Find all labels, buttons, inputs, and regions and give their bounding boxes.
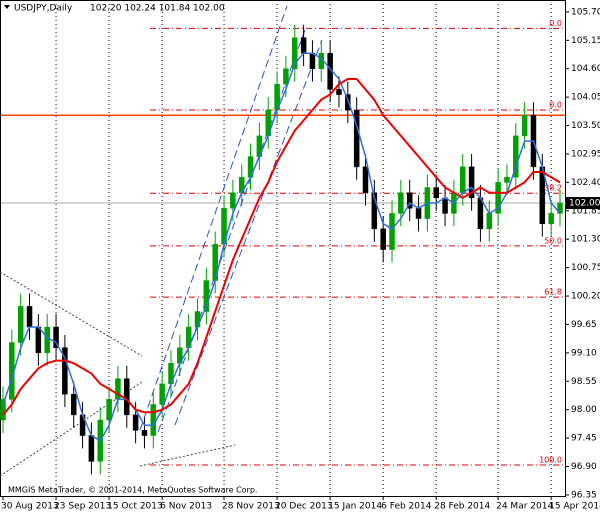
y-tick-label: 102.95 xyxy=(571,149,600,159)
fibo-label: 100.0 xyxy=(539,455,562,464)
candle-body xyxy=(362,166,369,193)
footer: MMGIS MetaTrader, © 2001-2014, MetaQuote… xyxy=(8,486,257,495)
candle-body xyxy=(371,192,378,230)
candle-body xyxy=(124,378,130,416)
candle-body xyxy=(88,435,95,462)
candle-body xyxy=(300,37,307,54)
candle-body xyxy=(283,68,289,85)
y-tick-label: 98.00 xyxy=(571,405,597,415)
candle-body xyxy=(159,383,165,405)
candle-body xyxy=(468,166,475,199)
candle-body xyxy=(504,176,510,183)
x-tick-label: 15 Oct 2013 xyxy=(107,502,163,512)
moving-average xyxy=(2,52,561,442)
candle-body xyxy=(106,399,112,421)
x-tick-label: 28 Feb 2014 xyxy=(434,502,490,512)
y-tick-label: 105.15 xyxy=(571,36,600,46)
x-tick-label: 15 Jan 2014 xyxy=(328,502,382,512)
candle-body xyxy=(495,182,501,214)
candle-body xyxy=(44,326,50,354)
y-tick-label: 100.75 xyxy=(571,263,600,273)
y-tick-label: 98.55 xyxy=(571,377,597,387)
candle-body xyxy=(336,89,342,95)
y-tick-label: 104.60 xyxy=(571,64,600,74)
fibo-label: 61.8 xyxy=(544,288,562,297)
candle-body xyxy=(415,207,422,219)
candle-body xyxy=(26,306,33,328)
fibo-label: 38.2 xyxy=(544,184,562,193)
x-tick-label: 23 Sep 2013 xyxy=(54,502,111,512)
candle-body xyxy=(141,430,148,436)
y-tick-label: 101.30 xyxy=(571,235,600,245)
channel-lines xyxy=(139,5,323,433)
candle-body xyxy=(389,213,395,250)
fibo-label: 50.0 xyxy=(544,236,562,245)
candle-body xyxy=(406,192,413,209)
candle-body xyxy=(548,213,554,224)
y-tick-label: 103.50 xyxy=(571,121,600,131)
ohlc: 102.20 102.24 101.84 102.00 xyxy=(90,4,225,14)
moving-average xyxy=(2,78,561,416)
candle-body xyxy=(353,109,360,168)
x-tick-label: 6 Feb 2014 xyxy=(381,502,432,512)
y-tick-label: 99.65 xyxy=(571,320,597,330)
y-tick-label: 102.40 xyxy=(571,178,600,188)
x-tick-label: 6 Nov 2013 xyxy=(160,502,212,512)
trend-line xyxy=(0,271,143,357)
price-box xyxy=(566,197,600,210)
candle-body xyxy=(486,213,493,230)
candle-body xyxy=(513,135,519,178)
y-tick-label: 99.10 xyxy=(571,348,597,358)
candle-body xyxy=(0,399,6,421)
candle-body xyxy=(521,114,528,137)
fibo-label: 0.0 xyxy=(549,19,562,28)
channel-line xyxy=(174,39,323,426)
candle-body xyxy=(459,166,466,193)
y-tick-label: 96.35 xyxy=(571,490,597,500)
candle-body xyxy=(17,306,24,343)
candle-body xyxy=(309,52,316,69)
candle-body xyxy=(292,37,298,69)
candle-body xyxy=(433,187,439,199)
candle-body xyxy=(398,192,404,214)
candle-body xyxy=(132,414,139,431)
candle-body xyxy=(380,228,386,250)
candle-body xyxy=(70,393,77,416)
candle-body xyxy=(442,197,448,214)
trend-line xyxy=(139,444,236,467)
candle-body xyxy=(203,280,210,312)
candle-body xyxy=(477,197,484,230)
x-tick-label: 15 Apr 2014 xyxy=(549,502,600,512)
candle-body xyxy=(230,192,236,209)
y-tick-label: 100.20 xyxy=(571,292,600,302)
x-tick-label: 20 Dec 2013 xyxy=(275,502,333,512)
y-tick-label: 97.45 xyxy=(571,434,597,444)
candle-body xyxy=(345,94,351,111)
x-tick-label: 28 Nov 2013 xyxy=(222,502,280,512)
channel-line xyxy=(139,5,288,431)
collapse-icon xyxy=(4,5,10,9)
x-tick-label: 30 Aug 2013 xyxy=(1,502,59,512)
candle-body xyxy=(62,347,68,395)
y-tick-label: 105.70 xyxy=(571,7,600,17)
y-tick-label: 101.85 xyxy=(571,206,600,216)
price-box-label: 102.00 xyxy=(569,199,600,209)
x-tick-label: 24 Mar 2014 xyxy=(496,502,553,512)
y-tick-label: 104.05 xyxy=(571,93,600,103)
candle-body xyxy=(35,326,42,354)
candle-body xyxy=(150,404,157,436)
y-tick-label: 96.90 xyxy=(571,462,597,472)
symbol: USDJPY,Daily xyxy=(14,4,73,14)
candle-body xyxy=(53,326,59,348)
fibo-label: 0.0 xyxy=(549,101,562,110)
